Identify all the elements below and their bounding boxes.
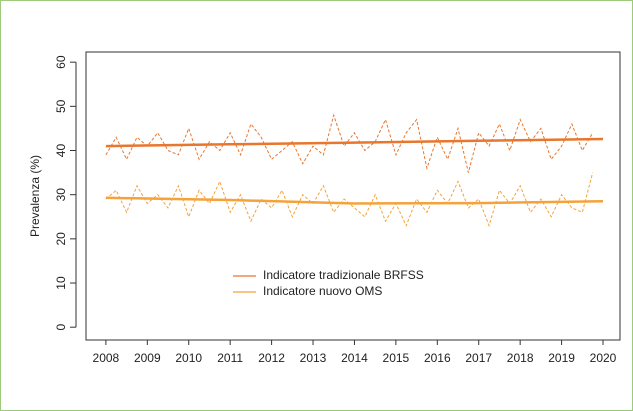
trend-line [105, 137, 604, 148]
legend-label: Indicatore nuovo OMS [263, 284, 382, 298]
x-tick-label: 2009 [134, 351, 161, 365]
y-tick-label: 50 [54, 99, 68, 113]
x-tick-label: 2013 [300, 351, 327, 365]
x-tick-label: 2012 [258, 351, 285, 365]
x-tick-label: 2014 [341, 351, 368, 365]
series-line [105, 113, 594, 173]
trend-line [105, 196, 604, 205]
plot-box [85, 51, 621, 341]
x-tick-label: 2016 [424, 351, 451, 365]
y-tick-label: 40 [54, 144, 68, 158]
legend-label: Indicatore tradizionale BRFSS [263, 268, 424, 282]
x-tick-label: 2018 [507, 351, 534, 365]
x-tick-label: 2008 [93, 351, 120, 365]
x-tick-label: 2015 [383, 351, 410, 365]
y-tick-label: 60 [54, 55, 68, 69]
x-tick-label: 2017 [465, 351, 492, 365]
y-tick-label: 30 [54, 188, 68, 202]
x-tick-label: 2010 [175, 351, 202, 365]
y-tick-label: 20 [54, 232, 68, 246]
y-tick-label: 0 [54, 324, 68, 331]
x-tick-label: 2011 [217, 351, 243, 365]
y-axis-label: Prevalenza (%) [28, 155, 42, 237]
x-tick-label: 2019 [548, 351, 575, 365]
x-tick-label: 2020 [590, 351, 617, 365]
y-tick-label: 10 [54, 276, 68, 290]
